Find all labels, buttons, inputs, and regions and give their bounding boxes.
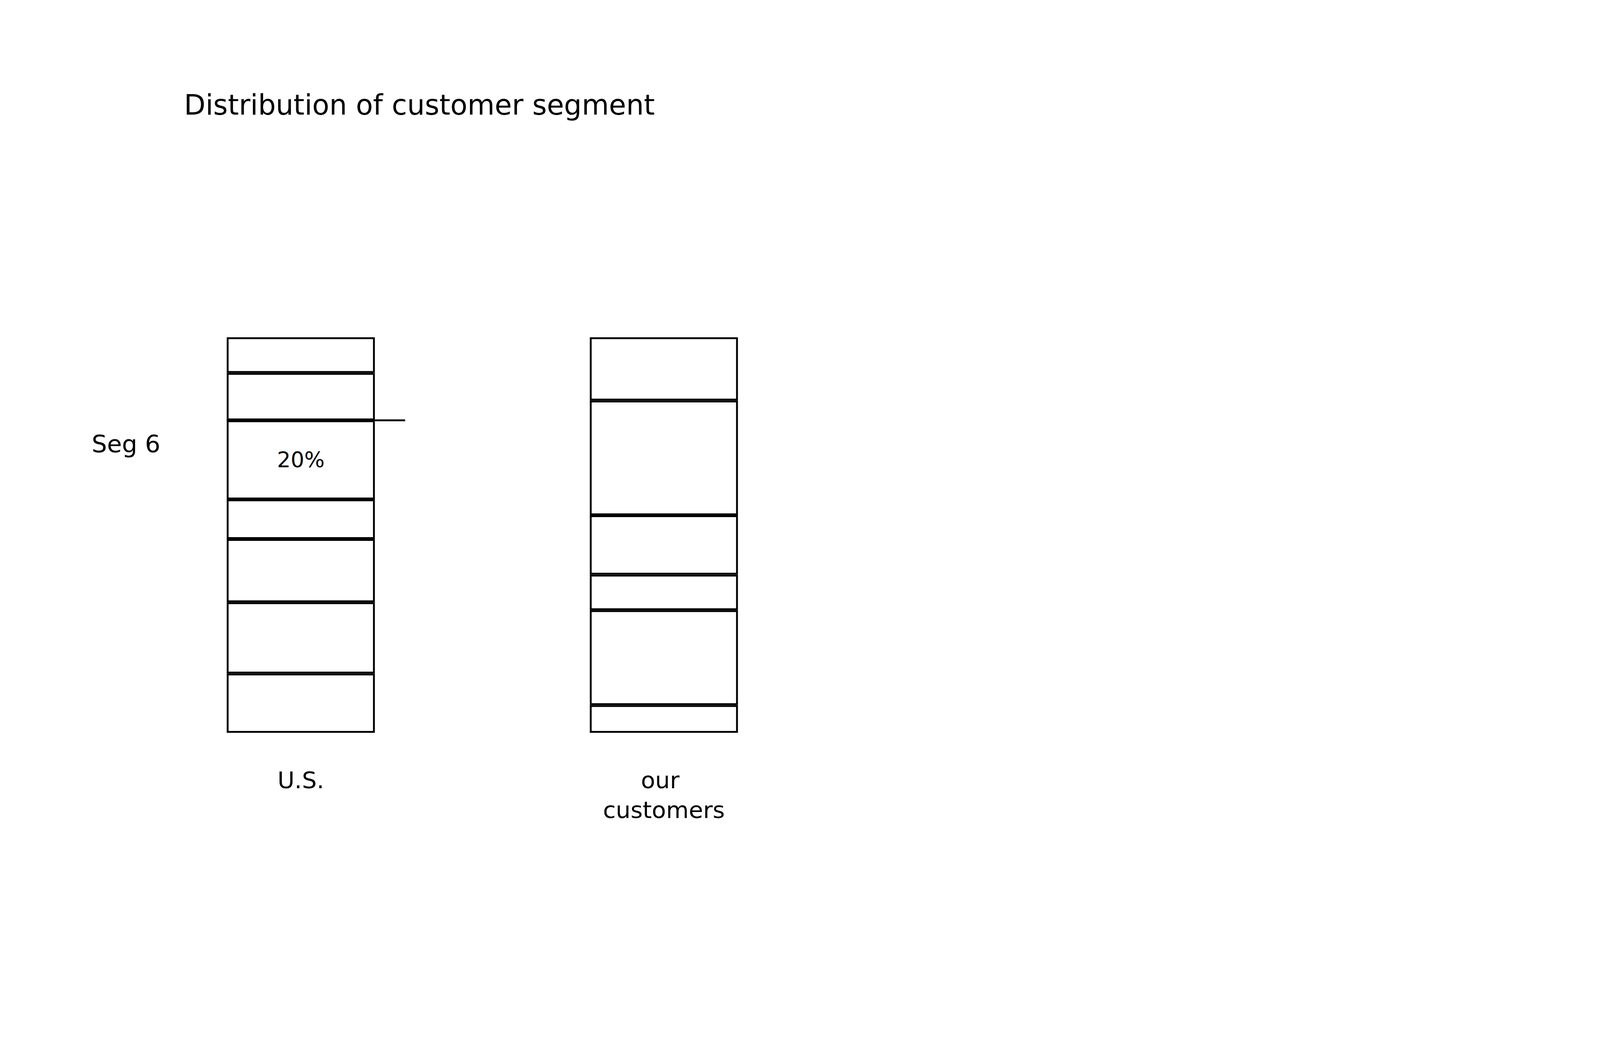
svg-text:U.S.: U.S. — [277, 766, 325, 794]
svg-text:20%: 20% — [277, 447, 325, 473]
svg-text:our: our — [640, 766, 688, 794]
svg-text:Distribution of customer segme: Distribution of customer segment — [183, 88, 655, 122]
svg-text:Seg 6: Seg 6 — [91, 429, 161, 458]
svg-text:customers: customers — [603, 796, 726, 824]
